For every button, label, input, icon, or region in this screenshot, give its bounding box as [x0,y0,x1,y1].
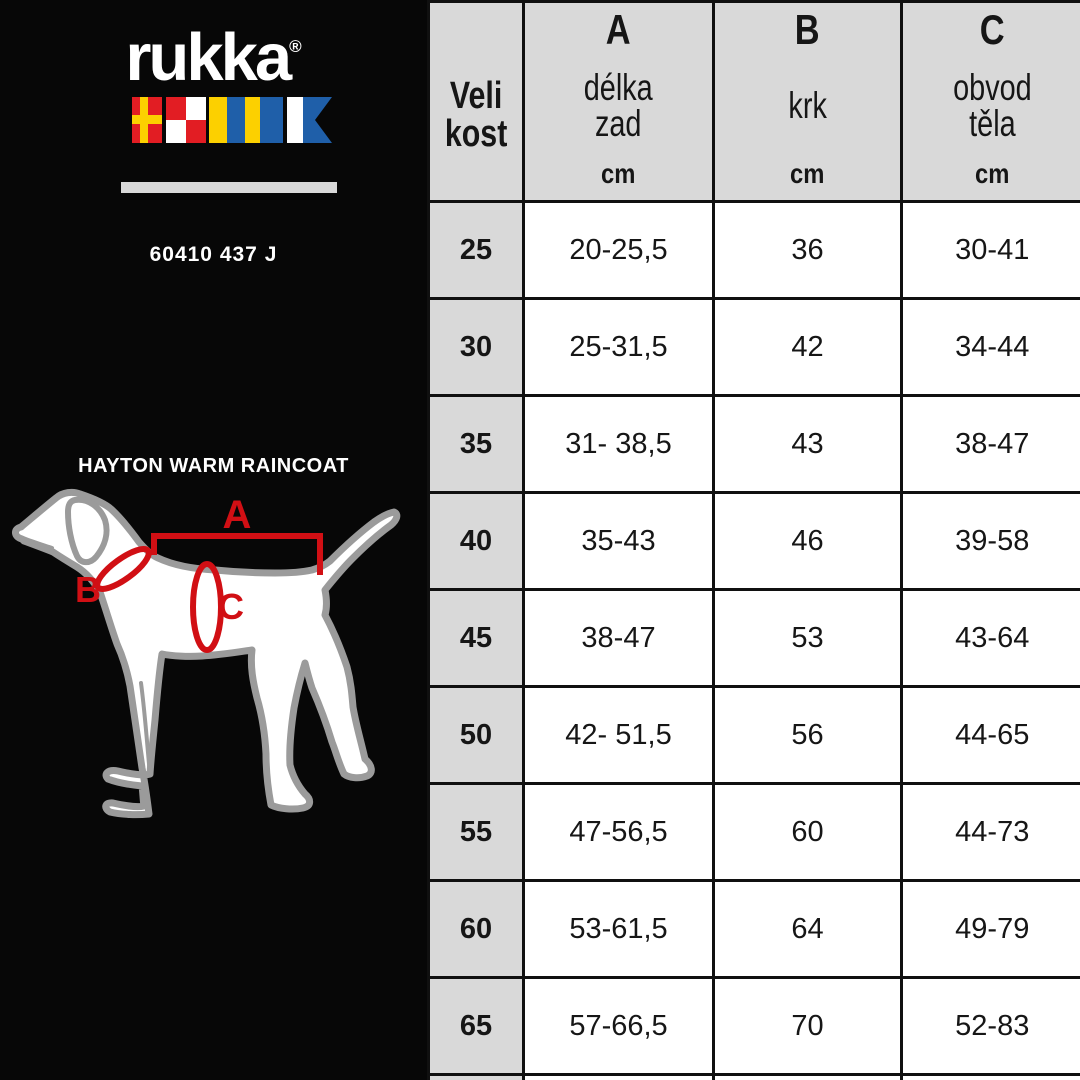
measure-c-label: C [218,586,244,627]
dog-silhouette [12,488,401,819]
row-size: 55 [427,782,525,883]
dog-leg-line [139,681,152,777]
header-size-label: Veli kost [444,75,508,155]
row-c: 49-79 [900,879,1080,980]
header-b-letter: B [795,6,820,54]
row-a: 38-47 [522,588,715,689]
dog-measurement-diagram: A B C [12,488,401,819]
measure-c-ellipse [190,561,224,653]
row-a: 53-61,5 [522,879,715,980]
row-a: 25-31,5 [522,297,715,398]
row-a: 42- 51,5 [522,685,715,786]
table-row: 25 20-25,5 36 30-41 [427,200,1080,301]
table-header-row: Veli kost A délka zad cm B krk cm C [427,0,1080,204]
row-a: 31- 38,5 [522,394,715,495]
row-b: 42 [712,297,903,398]
flag-red-white-checker-icon [166,97,206,143]
registered-trademark-icon: ® [289,37,302,56]
row-b: 53 [712,588,903,689]
stub-cell [712,1073,903,1080]
table-row: 65 57-66,5 70 52-83 [427,976,1080,1077]
table-row: 35 31- 38,5 43 38-47 [427,394,1080,495]
header-c-unit: cm [975,158,1010,190]
header-a-name: délka zad [583,67,653,144]
dog-ear [65,496,110,566]
row-c: 44-73 [900,782,1080,883]
row-size: 30 [427,297,525,398]
table-row: 30 25-31,5 42 34-44 [427,297,1080,398]
row-size: 65 [427,976,525,1077]
product-name: HAYTON WARM RAINCOAT [78,455,349,477]
row-b: 60 [712,782,903,883]
row-a: 57-66,5 [522,976,715,1077]
flag-red-yellow-cross-icon [132,97,162,143]
row-c: 39-58 [900,491,1080,592]
brand-panel: rukka® [0,0,427,1080]
logo-wordmark: rukka [125,20,292,95]
row-b: 46 [712,491,903,592]
measure-b-label: B [75,569,101,610]
row-size: 45 [427,588,525,689]
header-b-unit: cm [790,158,825,190]
table-stub-row [427,1073,1080,1080]
measure-a-bracket [151,533,323,575]
row-size: 40 [427,491,525,592]
row-size: 25 [427,200,525,301]
product-code: 60410 437 J [149,243,278,266]
header-c-name: obvod těla [952,67,1032,144]
row-c: 30-41 [900,200,1080,301]
header-col-a: A délka zad cm [522,0,715,204]
row-b: 56 [712,685,903,786]
row-a: 35-43 [522,491,715,592]
stub-size-cell [427,1073,525,1080]
table-row: 45 38-47 53 43-64 [427,588,1080,689]
measure-a-label: A [223,493,252,537]
row-size: 50 [427,685,525,786]
table-row: 55 47-56,5 60 44-73 [427,782,1080,883]
dog-mouth-line [21,536,54,550]
measure-b-ellipse [94,546,152,592]
row-c: 44-65 [900,685,1080,786]
header-a-unit: cm [601,158,636,190]
row-c: 43-64 [900,588,1080,689]
flag-yellow-blue-stripes-icon [209,97,283,143]
row-size: 60 [427,879,525,980]
stub-cell [900,1073,1080,1080]
row-a: 47-56,5 [522,782,715,883]
row-b: 36 [712,200,903,301]
row-c: 34-44 [900,297,1080,398]
row-c: 38-47 [900,394,1080,495]
size-table: Veli kost A délka zad cm B krk cm C [427,0,1080,1080]
header-col-b: B krk cm [712,0,903,204]
row-size: 35 [427,394,525,495]
row-a: 20-25,5 [522,200,715,301]
stub-cell [522,1073,715,1080]
flag-white-blue-swallowtail-icon [287,97,332,143]
row-b: 64 [712,879,903,980]
header-a-letter: A [606,6,631,54]
row-c: 52-83 [900,976,1080,1077]
header-b-name: krk [788,84,827,126]
header-size: Veli kost [427,0,525,204]
divider-bar [121,182,337,193]
header-c-letter: C [979,6,1005,54]
header-col-c: C obvod těla cm [900,0,1080,204]
row-b: 70 [712,976,903,1077]
table-row: 60 53-61,5 64 49-79 [427,879,1080,980]
rukka-logo: rukka® [0,24,427,91]
table-row: 40 35-43 46 39-58 [427,491,1080,592]
signal-flags-icon [132,97,332,143]
row-b: 43 [712,394,903,495]
table-row: 50 42- 51,5 56 44-65 [427,685,1080,786]
